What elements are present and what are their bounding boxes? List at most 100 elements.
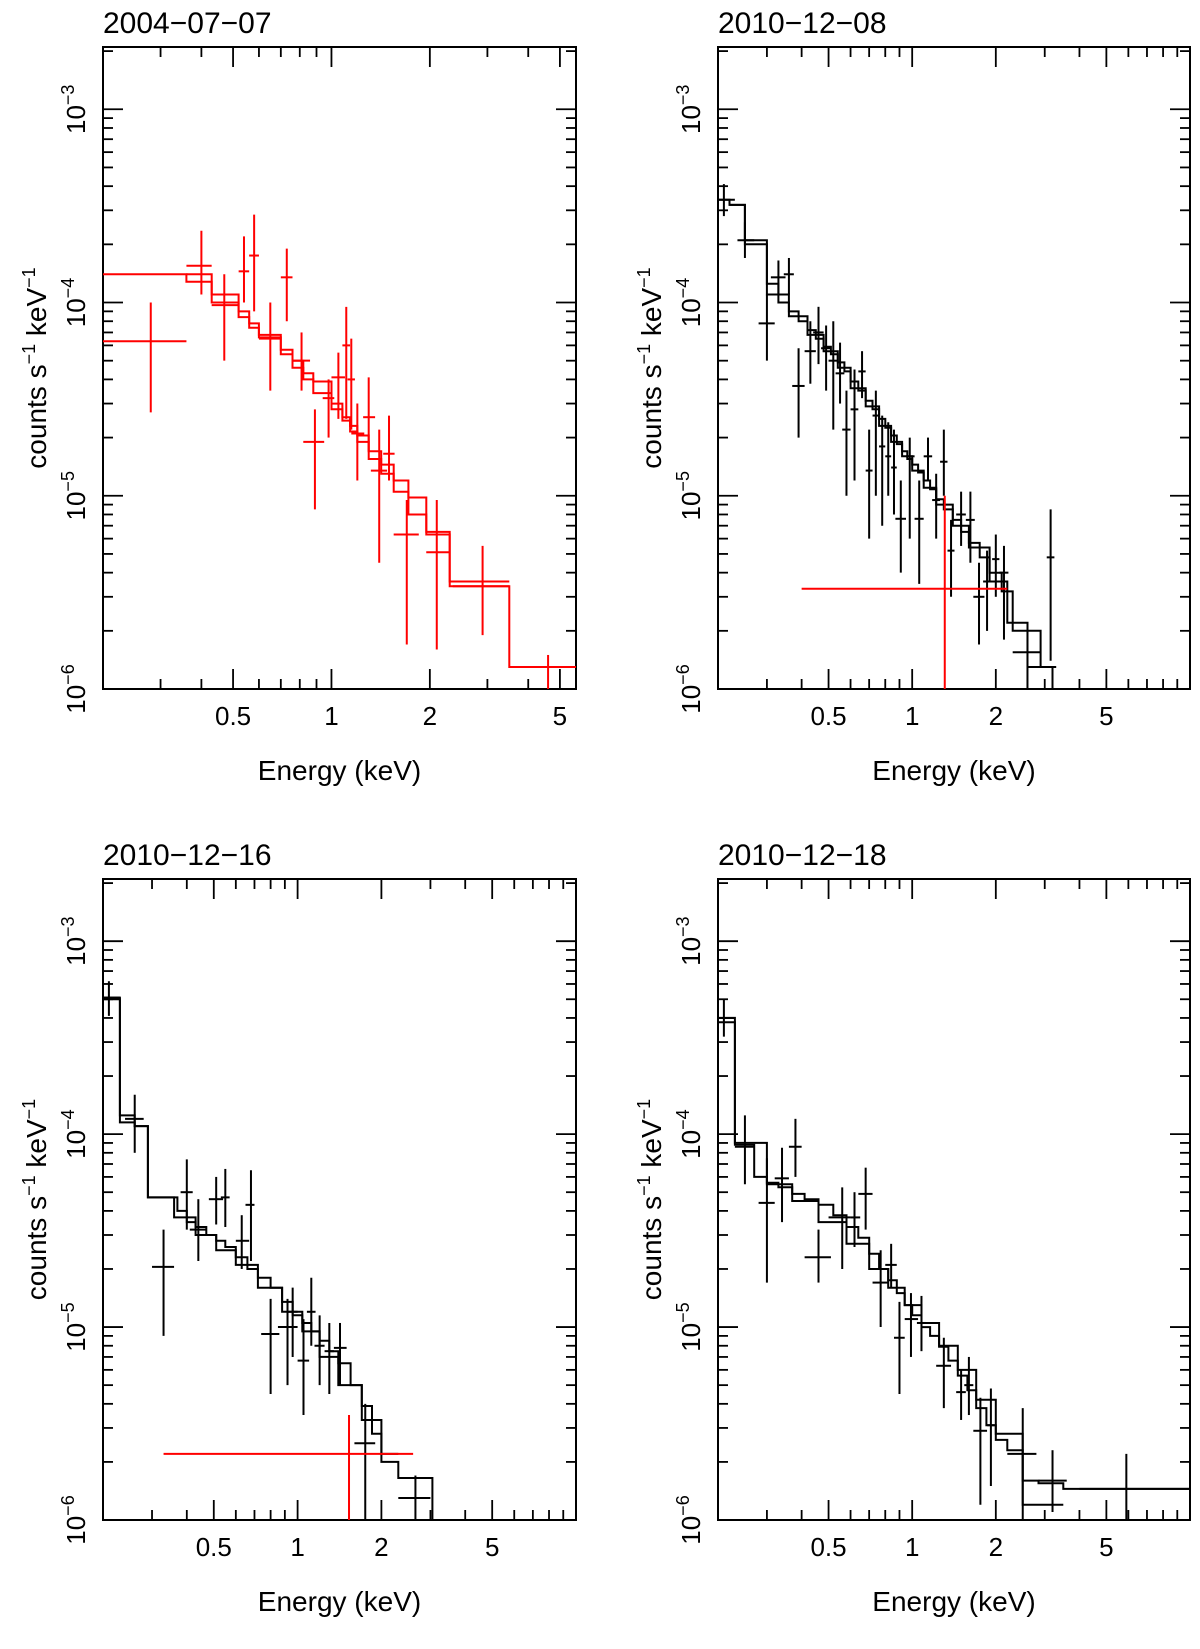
data-point [718,999,735,1037]
data-point [891,429,897,515]
data-point [280,248,293,322]
data-point [932,473,941,539]
data-point [220,1168,230,1228]
data-point [211,274,239,361]
y-tick-label: 10−5 [58,1302,91,1351]
data-point [180,1159,193,1230]
data-point [964,1356,974,1416]
data-point [858,1167,873,1230]
y-tick-label: 10−3 [58,916,91,965]
data-point [973,1397,988,1505]
x-tick-label: 0.5 [810,701,846,731]
y-tick-label: 10−3 [58,85,91,134]
data-point [965,491,975,563]
data-point [801,495,1008,689]
data-point [737,222,755,258]
model-step-line [186,273,510,583]
data-point [1046,509,1055,661]
data-point [292,332,311,391]
panel-3: 2010−12−16 0.5 1 2 5 10−6 10−5 10−4 10−3 Energy (… [19,839,577,1617]
data-point [383,415,395,481]
data-point [734,1115,755,1185]
data-point [314,1315,325,1386]
y-axis-label: counts s−1 keV−1 [634,267,667,468]
data-point [452,545,510,636]
y-tick-label: 10−5 [673,471,706,520]
data-point [152,1229,175,1336]
data-point [828,321,838,430]
data-point [370,429,388,563]
data-point [1007,1408,1037,1520]
data-point [999,545,1009,640]
panel-title: 2010−12−16 [103,839,272,872]
data-point [351,403,365,481]
data-point [788,1118,802,1177]
y-axis-label: counts s−1 keV−1 [19,267,52,468]
panel-1: 2004−07−07 0.5 1 2 5 10−6 10−5 10−4 10−3 Energy (… [19,7,577,786]
data-point [850,369,859,481]
data-point [774,1147,789,1223]
data-point [758,1158,775,1283]
data-point [297,1319,310,1416]
data-point [758,294,775,361]
data-point [125,1094,144,1153]
data-point [835,342,845,404]
data-point [914,480,924,584]
model-step-line [718,1016,1190,1490]
data-point [324,1322,334,1394]
data-point [904,1293,919,1357]
data-point [872,1250,889,1328]
data-point [258,302,281,391]
data-point [983,550,991,631]
plot-area [103,214,576,689]
x-axis-label: Energy (keV) [872,755,1035,786]
data-point [189,1199,207,1261]
data-point [916,1295,926,1352]
data-point [947,519,955,597]
model-step-line [103,998,399,1455]
data-point [792,348,805,438]
data-point [923,437,933,481]
data-point [426,500,450,650]
y-tick-label: 10−5 [58,471,91,520]
data-point [940,429,948,496]
data-point [858,351,866,399]
data-point [842,390,851,496]
panel-title: 2010−12−08 [718,7,887,40]
y-tick-label: 10−6 [673,664,706,713]
x-tick-label: 0.5 [196,1532,232,1562]
data-point [103,981,120,1016]
model-step-line [729,203,1057,668]
data-point [1038,1450,1067,1513]
data-point [354,1403,376,1520]
x-axis-label: Energy (keV) [872,1586,1035,1617]
x-tick-label: 5 [1099,1532,1113,1562]
data-point [333,1322,347,1386]
data-point [885,422,892,496]
data-point [249,214,259,312]
y-tick-label: 10−3 [673,916,706,965]
x-axis-label: Energy (keV) [258,1586,421,1617]
data-point [393,500,419,645]
plot-area [718,184,1064,689]
data-point [398,1475,431,1520]
data-point [893,1301,905,1394]
plot-frame [102,46,577,690]
model-step-line [103,996,434,1520]
y-tick-label: 10−4 [58,278,91,327]
plot-area [103,981,434,1520]
x-tick-label: 2 [989,701,1003,731]
data-point [238,236,250,303]
x-tick-label: 5 [553,701,567,731]
data-point [865,429,873,539]
data-point [828,1187,851,1269]
plot-frame [717,878,1191,1521]
x-tick-label: 0.5 [215,701,251,731]
data-point [879,415,886,526]
x-tick-label: 1 [905,1532,919,1562]
data-point [718,184,735,217]
data-point [331,352,345,419]
y-tick-label: 10−5 [673,1302,706,1351]
data-point [163,1415,414,1520]
